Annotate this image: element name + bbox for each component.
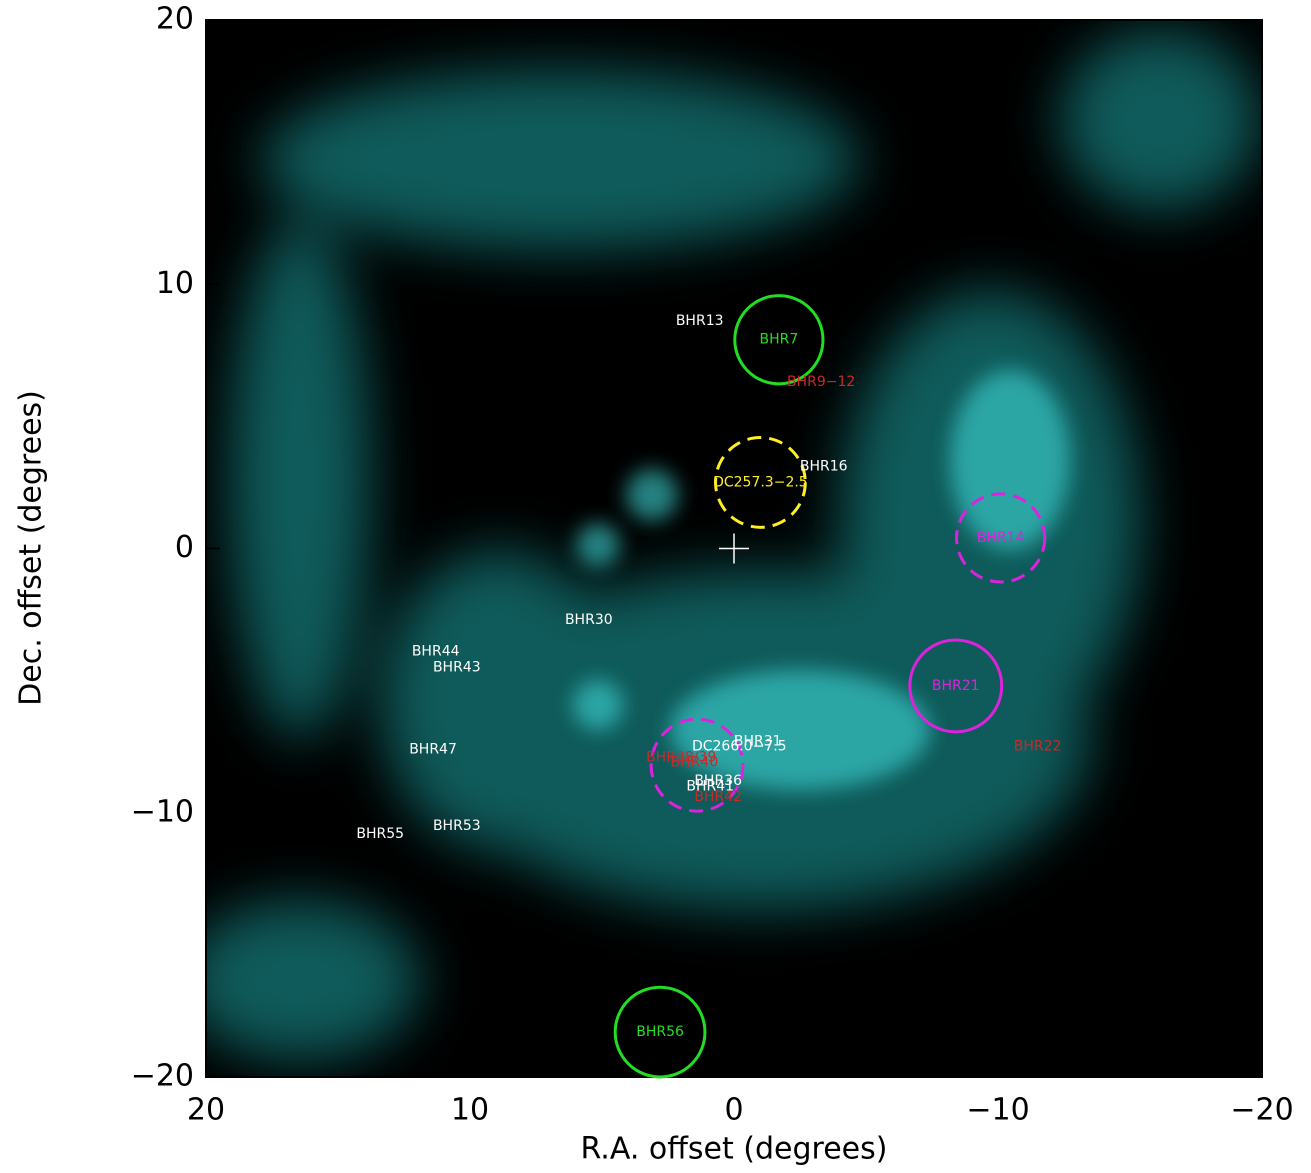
source-label: BHR43: [433, 659, 481, 675]
y-axis-label: Dec. offset (degrees): [14, 390, 49, 706]
chart: R.A. offset (degrees) Dec. offset (degre…: [0, 0, 1311, 1173]
y-tick-label: 20: [156, 2, 194, 37]
y-tick-label: −20: [131, 1059, 194, 1094]
y-tick-label: 10: [156, 266, 194, 301]
source-label: BHR55: [356, 826, 404, 842]
region-label: BHR7: [759, 332, 798, 348]
source-label: BHR53: [433, 818, 481, 834]
x-tick-label: 10: [451, 1093, 489, 1128]
source-label: BHR31: [734, 733, 782, 749]
region-label: DC257.3−2.5: [713, 474, 808, 490]
x-tick-label: 20: [187, 1093, 225, 1128]
source-label: BHR16: [800, 459, 848, 475]
y-tick-label: 0: [175, 530, 194, 565]
x-tick-label: 0: [724, 1093, 743, 1128]
x-axis-label: R.A. offset (degrees): [581, 1132, 888, 1167]
source-label: BHR9−12: [787, 374, 855, 390]
source-label: BHR42: [694, 789, 742, 805]
region-label: BHR14: [977, 530, 1025, 546]
source-label: BHR22: [1014, 739, 1062, 755]
source-label: BHR30: [565, 612, 613, 628]
source-label: BHR13: [676, 313, 724, 329]
source-label: BHR44: [412, 644, 460, 660]
source-label: BHR40: [671, 755, 719, 771]
region-label: BHR21: [932, 678, 980, 694]
region-label: BHR56: [636, 1024, 684, 1040]
source-label: BHR47: [409, 741, 457, 757]
x-tick-label: −10: [966, 1093, 1029, 1128]
y-tick-label: −10: [131, 794, 194, 829]
x-tick-label: −20: [1230, 1093, 1293, 1128]
